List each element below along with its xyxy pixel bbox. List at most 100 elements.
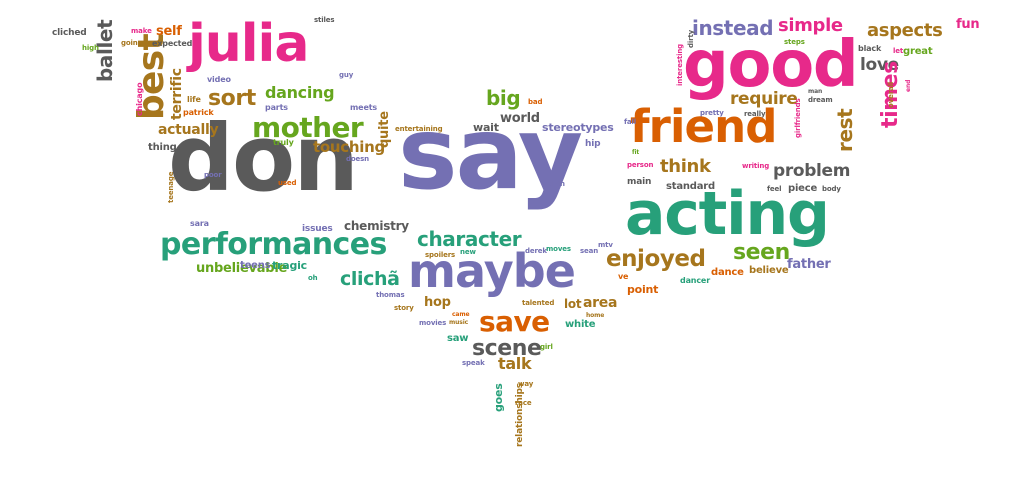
word-teenage: teenage	[167, 171, 175, 203]
word-world: world	[500, 111, 540, 126]
word-black: black	[858, 44, 882, 53]
word-require: require	[730, 89, 798, 109]
word-truly: truly	[273, 138, 294, 147]
word-acting: acting	[625, 179, 830, 249]
word-feel: feel	[767, 185, 782, 193]
word-great: great	[903, 46, 933, 57]
word-scene: scene	[472, 336, 542, 361]
word-fun: fun	[956, 17, 980, 32]
word-home: home	[586, 312, 605, 319]
word-aspects: aspects	[867, 20, 943, 41]
word-video: video	[207, 75, 231, 84]
word-goes: goes	[492, 383, 505, 412]
word-sean: sean	[580, 247, 599, 255]
word-hip: hip	[585, 139, 601, 149]
word-chemistry: chemistry	[344, 219, 409, 233]
word-story: story	[394, 304, 414, 312]
word-chicago: chicago	[135, 82, 144, 116]
word-overall: overall	[887, 81, 895, 108]
word-problem: problem	[773, 161, 851, 181]
word-relationships: relationships	[515, 383, 525, 447]
word-wait: wait	[473, 121, 499, 134]
word-white: white	[565, 319, 596, 330]
word-father: father	[787, 257, 831, 272]
word-julia: julia	[188, 14, 309, 74]
word-used: used	[278, 179, 297, 187]
word-steps: steps	[784, 38, 805, 46]
word-moves: moves	[546, 245, 571, 253]
word-poor: poor	[204, 171, 222, 179]
word-good: good	[683, 28, 859, 102]
word-sort: sort	[208, 86, 256, 111]
word-didn: didn	[548, 180, 565, 188]
word-believe: believe	[749, 265, 789, 276]
word-enjoyed: enjoyed	[606, 246, 706, 272]
word-bad: bad	[528, 98, 543, 106]
word-entertaining: entertaining	[395, 125, 443, 133]
word-dancing: dancing	[265, 83, 335, 102]
word-lot: lot	[564, 297, 582, 311]
word-stiles: stiles	[314, 16, 335, 24]
word-mother: mother	[252, 111, 364, 144]
word-expected: expected	[152, 39, 193, 48]
word-dancer: dancer	[680, 276, 710, 285]
word-really: really	[744, 110, 766, 118]
word-speak: speak	[462, 359, 485, 367]
word-big: big	[486, 86, 521, 110]
word-maybe: maybe	[408, 244, 576, 298]
word-say: say	[398, 95, 583, 212]
word-ve: ve	[618, 272, 629, 281]
word-performances: performances	[160, 227, 387, 262]
word-teens: teens	[240, 260, 271, 271]
word-parts: parts	[265, 103, 288, 112]
word-cliched: cliched	[52, 28, 87, 38]
word-seen: seen	[733, 240, 790, 265]
word-area: area	[583, 295, 618, 311]
word-talk: talk	[498, 354, 532, 373]
word-saw: saw	[447, 333, 469, 344]
word-rest: rest	[833, 108, 857, 152]
word-piece: piece	[788, 183, 818, 194]
word-tragic: tragic	[272, 259, 307, 272]
word-dirty: dirty	[687, 29, 695, 48]
word-thomas: thomas	[376, 291, 405, 299]
word-girl: girl	[540, 343, 553, 351]
word-end: end	[905, 79, 912, 92]
word-going: going	[121, 39, 143, 47]
word-unbelievable: unbelievable	[196, 261, 288, 276]
word-high: high	[82, 44, 99, 52]
word-man: man	[808, 88, 823, 95]
word-writing: writing	[742, 162, 770, 170]
word-touching: touching	[313, 138, 385, 156]
word-derek: derek	[525, 247, 547, 255]
word-patrick: patrick	[183, 108, 214, 117]
word-sara: sara	[190, 219, 209, 228]
word-guy: guy	[339, 71, 354, 79]
word-make: make	[131, 27, 152, 35]
word-stereotypes: stereotypes	[542, 121, 614, 134]
word-self: self	[156, 24, 182, 39]
word-simple: simple	[778, 15, 843, 36]
word-dream: dream	[808, 96, 833, 104]
word-talented: talented	[522, 299, 555, 307]
word-think: think	[660, 156, 711, 177]
word-friend: friend	[630, 100, 777, 153]
word-clich: clichã	[340, 268, 400, 290]
word-meets: meets	[350, 103, 377, 112]
word-movies: movies	[419, 319, 447, 327]
word-issues: issues	[302, 224, 333, 234]
word-came: came	[452, 311, 470, 318]
word-music: music	[449, 319, 469, 326]
word-main: main	[627, 177, 652, 187]
word-mtv: mtv	[598, 241, 613, 249]
word-life: life	[187, 95, 201, 104]
word-girlfriends: girlfriends	[794, 98, 802, 138]
word-doesn: doesn	[346, 155, 370, 163]
word-pretty: pretty	[700, 109, 724, 117]
word-oh: oh	[308, 274, 318, 282]
word-point: point	[627, 283, 659, 296]
word-new: new	[460, 248, 476, 256]
word-hop: hop	[424, 295, 451, 310]
word-instead: instead	[692, 16, 774, 40]
